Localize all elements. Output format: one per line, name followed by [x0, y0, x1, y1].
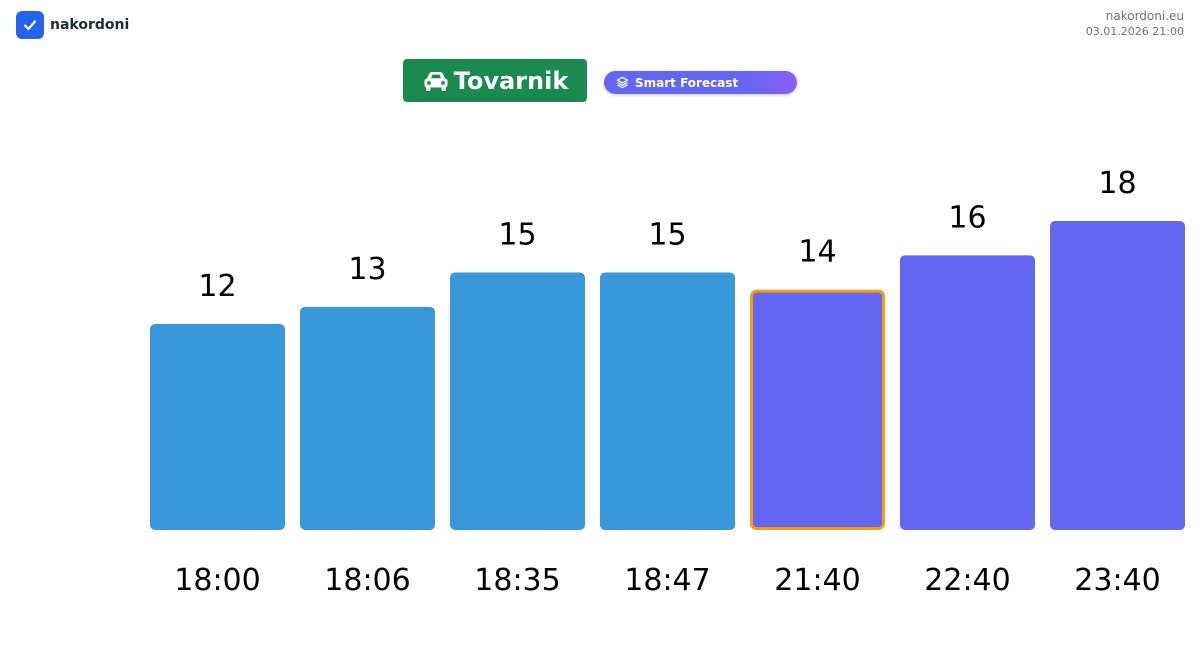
car-icon — [424, 71, 448, 91]
page-title: Tovarnik — [453, 66, 569, 95]
check-icon — [23, 20, 37, 31]
value-label-2140: 14 — [798, 235, 836, 270]
value-label-1835: 15 — [498, 218, 536, 253]
layers-icon — [616, 76, 629, 89]
x-tick-1835: 18:35 — [474, 563, 560, 598]
bar-2340 — [1050, 221, 1185, 530]
value-label-1847: 15 — [648, 218, 686, 253]
x-tick-2340: 23:40 — [1074, 563, 1160, 598]
brand[interactable]: nakordoni — [16, 11, 129, 39]
brand-logo — [16, 11, 44, 39]
smart-forecast-badge: Smart Forecast — [604, 71, 797, 94]
bar-1800 — [150, 324, 285, 530]
x-tick-1800: 18:00 — [174, 563, 260, 598]
page-meta: nakordoni.eu 03.01.2026 21:00 — [1086, 9, 1184, 40]
value-label-2340: 18 — [1098, 166, 1136, 201]
bar-2140 — [750, 289, 885, 530]
bar-1835 — [450, 272, 585, 530]
x-tick-1847: 18:47 — [624, 563, 710, 598]
x-tick-1806: 18:06 — [324, 563, 410, 598]
value-label-1800: 12 — [198, 269, 236, 304]
timestamp: 03.01.2026 21:00 — [1085, 25, 1184, 38]
bar-1847 — [600, 272, 735, 530]
bar-1806 — [300, 306, 435, 530]
x-tick-2140: 21:40 — [774, 563, 860, 598]
value-label-2240: 16 — [948, 200, 986, 235]
brand-name: nakordoni — [50, 17, 130, 33]
bar-2240 — [900, 255, 1035, 531]
value-label-1806: 13 — [348, 252, 386, 287]
border-crossing-title: Tovarnik — [403, 59, 587, 102]
site-name: nakordoni.eu — [1105, 9, 1184, 23]
x-tick-2240: 22:40 — [924, 563, 1010, 598]
smart-forecast-label: Smart Forecast — [635, 75, 739, 90]
